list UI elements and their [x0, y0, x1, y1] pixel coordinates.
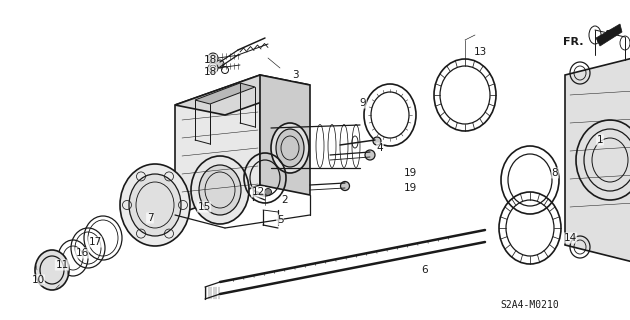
Text: 7: 7: [147, 213, 153, 223]
Circle shape: [365, 150, 375, 160]
Text: 13: 13: [473, 47, 486, 57]
Circle shape: [373, 137, 381, 145]
Ellipse shape: [271, 123, 309, 173]
Ellipse shape: [191, 156, 249, 224]
Text: FR.: FR.: [563, 37, 583, 47]
Circle shape: [216, 60, 224, 68]
Text: 2: 2: [282, 195, 289, 205]
Ellipse shape: [129, 174, 181, 236]
Ellipse shape: [35, 250, 69, 290]
Text: 15: 15: [197, 202, 210, 212]
Circle shape: [208, 63, 218, 73]
Polygon shape: [565, 55, 630, 265]
Text: 18: 18: [203, 55, 217, 65]
Text: 4: 4: [377, 143, 383, 153]
Text: 1: 1: [597, 135, 604, 145]
Text: 6: 6: [421, 265, 428, 275]
Text: 8: 8: [552, 168, 558, 178]
Polygon shape: [175, 75, 310, 115]
Circle shape: [340, 181, 350, 190]
Text: 3: 3: [292, 70, 299, 80]
Text: 14: 14: [563, 233, 576, 243]
Text: 12: 12: [251, 187, 265, 197]
Text: 18: 18: [203, 67, 217, 77]
Circle shape: [208, 53, 218, 63]
Text: 17: 17: [88, 237, 101, 247]
Circle shape: [265, 188, 272, 196]
Text: 19: 19: [403, 168, 416, 178]
Text: 10: 10: [32, 275, 45, 285]
Text: S2A4-M0210: S2A4-M0210: [501, 300, 559, 310]
Text: 16: 16: [76, 248, 89, 258]
Ellipse shape: [276, 129, 304, 167]
Ellipse shape: [120, 164, 190, 246]
Text: 11: 11: [55, 260, 69, 270]
Text: 19: 19: [403, 183, 416, 193]
Polygon shape: [260, 75, 310, 195]
Polygon shape: [596, 24, 622, 46]
Text: 5: 5: [277, 215, 284, 225]
Ellipse shape: [199, 165, 241, 215]
Text: 9: 9: [360, 98, 366, 108]
Polygon shape: [175, 75, 260, 215]
Polygon shape: [195, 83, 255, 104]
